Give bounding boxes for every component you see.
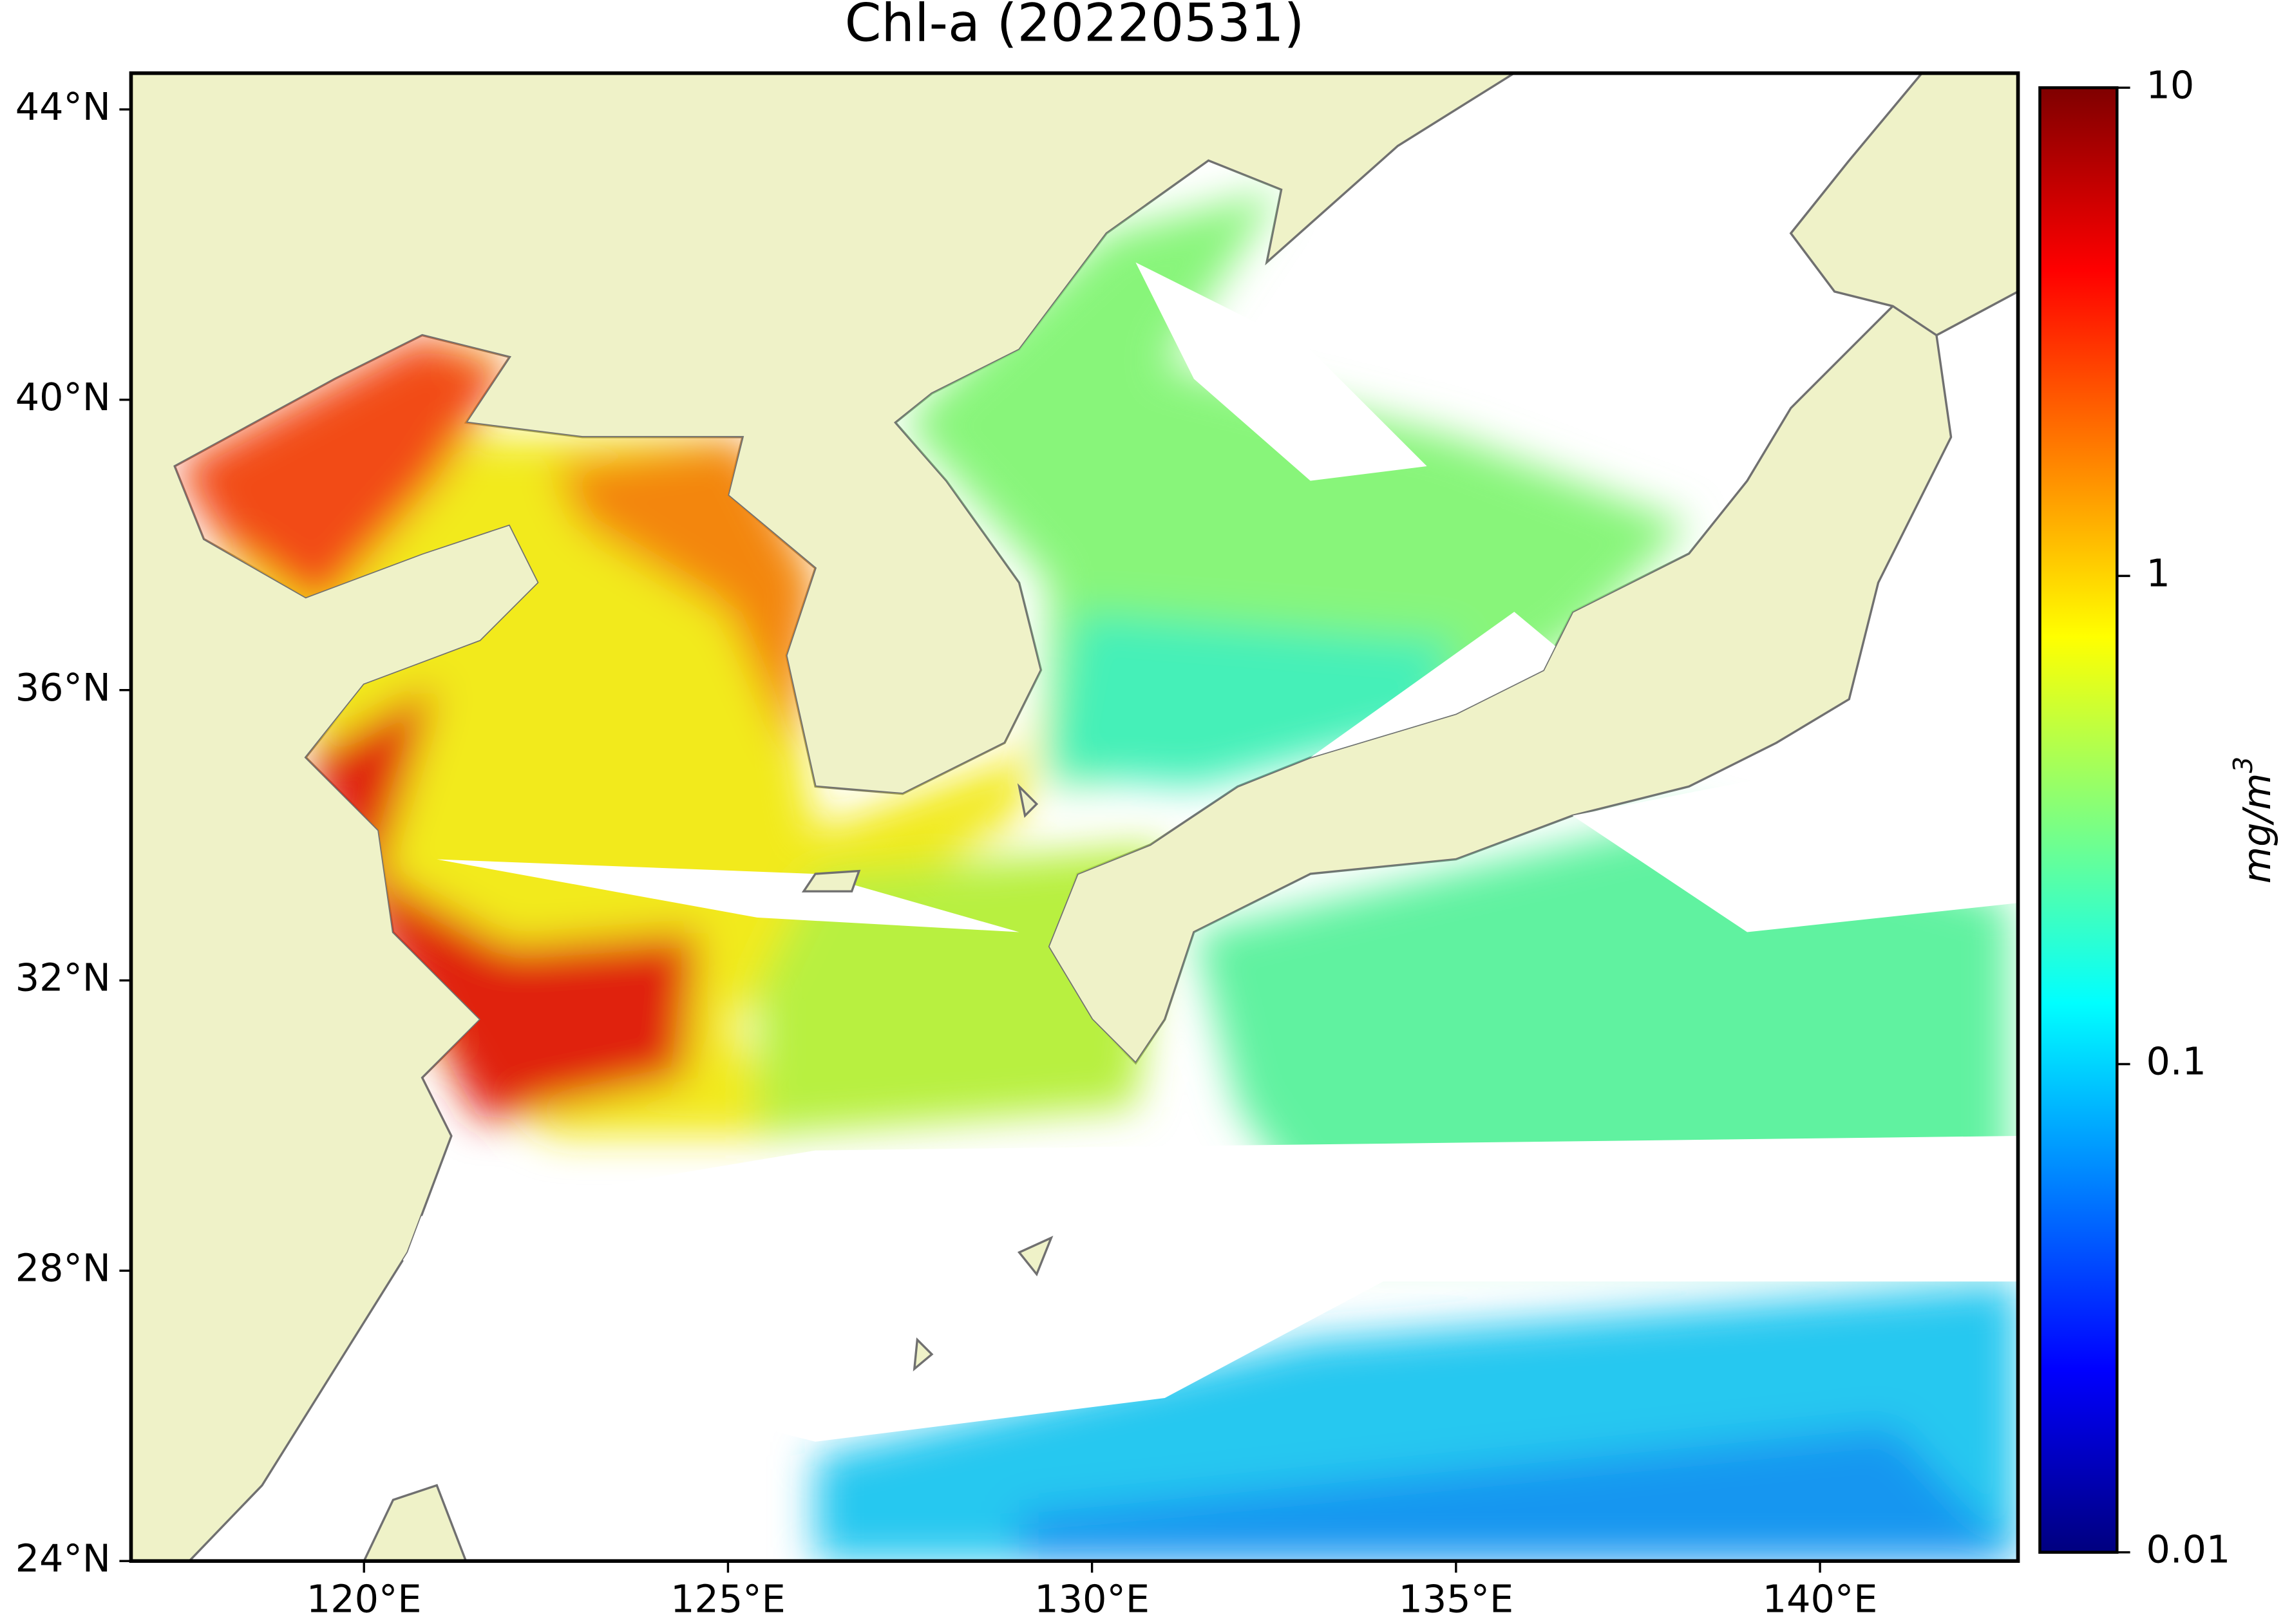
x-tick-label: 135°E <box>1398 1577 1513 1621</box>
colorbar-tick-label: 0.1 <box>2146 1039 2206 1084</box>
colorbar-unit-exponent: 3 <box>2228 757 2259 773</box>
colorbar <box>2038 86 2119 1554</box>
colorbar-label: mg/m3 <box>2228 757 2279 883</box>
x-tick-label: 130°E <box>1034 1577 1150 1621</box>
y-tick-label: 44°N <box>15 84 111 129</box>
y-tick-label: 36°N <box>15 665 111 710</box>
title: Chl-a (20220531) <box>845 0 1305 54</box>
colorbar-unit: mg/m <box>2235 773 2279 884</box>
hokkaido <box>1789 73 2018 337</box>
y-tick-label: 28°N <box>15 1245 111 1290</box>
map-frame <box>129 71 2020 1563</box>
colorbar-tick-label: 10 <box>2146 62 2194 107</box>
x-tick-label: 120°E <box>307 1577 422 1621</box>
y-tick-label: 24°N <box>15 1536 111 1580</box>
colorbar-tick-label: 0.01 <box>2146 1527 2230 1572</box>
y-tick-label: 32°N <box>15 956 111 1000</box>
chlorophyll-field <box>175 189 2018 1562</box>
colorbar-tick-label: 1 <box>2146 551 2170 595</box>
x-tick-label: 125°E <box>670 1577 786 1621</box>
y-tick-label: 40°N <box>15 375 111 419</box>
map <box>131 73 2018 1562</box>
x-tick-label: 140°E <box>1763 1577 1878 1621</box>
islands <box>363 783 1054 1562</box>
